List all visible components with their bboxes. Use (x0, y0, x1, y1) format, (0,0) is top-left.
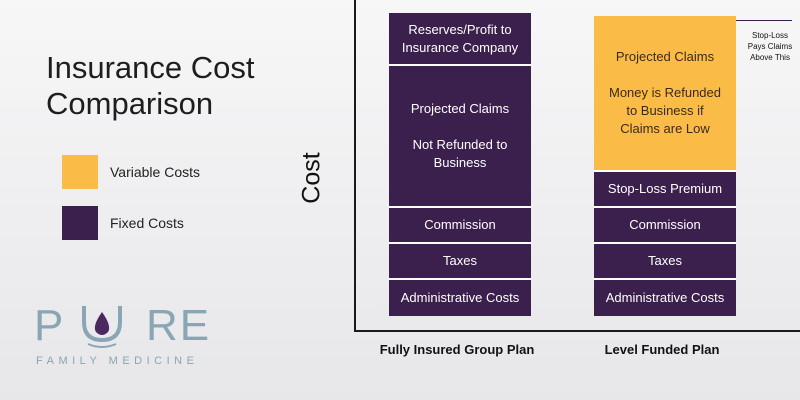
x-tick-label-level-funded: Level Funded Plan (604, 342, 720, 357)
bar-segment-administrative-costs: Administrative Costs (389, 280, 531, 316)
svg-text:P: P (34, 301, 65, 350)
legend-variable-costs: Variable Costs (62, 155, 200, 189)
bar-segment-taxes: Taxes (594, 244, 736, 280)
x-tick-label-fully-insured: Fully Insured Group Plan (379, 342, 535, 357)
bar-segment-taxes: Taxes (389, 244, 531, 280)
legend-swatch-variable (62, 155, 98, 189)
page-title: Insurance Cost Comparison (46, 50, 255, 121)
legend-label-variable: Variable Costs (110, 164, 201, 180)
svg-text:FAMILY MEDICINE: FAMILY MEDICINE (36, 355, 198, 367)
legend-label-fixed: Fixed Costs (110, 215, 184, 231)
bar-segment-commission: Commission (594, 208, 736, 244)
legend-fixed-costs: Fixed Costs (62, 206, 184, 240)
pure-family-medicine-logo: P RE FAMILY MEDICINE (34, 301, 211, 367)
bar-segment-projected-claims: Projected Claims Money is Refunded to Bu… (594, 16, 736, 172)
y-axis-line (354, 0, 356, 332)
legend-swatch-fixed (62, 206, 98, 240)
bar-segment-commission: Commission (389, 208, 531, 244)
y-axis-label: Cost (297, 152, 326, 204)
svg-text:RE: RE (146, 301, 211, 350)
bar-segment-reserves-profit-to: Reserves/Profit to Insurance Company (389, 13, 531, 66)
x-axis-line (354, 330, 800, 332)
bar-segment-administrative-costs: Administrative Costs (594, 280, 736, 316)
bar-segment-projected-claims: Projected Claims Not Refunded to Busines… (389, 66, 531, 208)
stop-loss-annotation: Stop-Loss Pays Claims Above This (747, 31, 793, 62)
stop-loss-threshold-line (736, 20, 792, 21)
bar-segment-stop-loss-premium: Stop-Loss Premium (594, 172, 736, 208)
